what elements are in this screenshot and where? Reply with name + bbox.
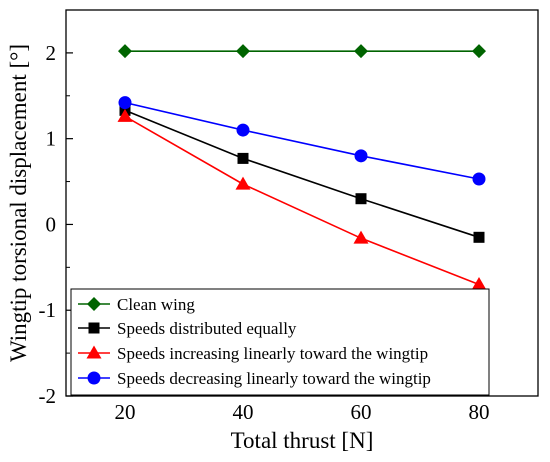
legend-label: Speeds increasing linearly toward the wi…: [117, 344, 428, 363]
legend: Clean wing Speeds distributed equally Spee…: [70, 288, 490, 396]
x-tick-label: 80: [469, 400, 490, 424]
x-tick-label: 60: [351, 400, 372, 424]
legend-marker: [87, 371, 101, 385]
y-axis-title: Wingtip torsional displacement [°]: [6, 44, 31, 362]
legend-entry: Speeds distributed equally: [78, 319, 297, 338]
data-point: [472, 172, 486, 186]
series-line: [124, 115, 480, 286]
legend-marker: [86, 345, 102, 359]
legend-entry: Speeds decreasing linearly toward the wi…: [78, 369, 431, 388]
y-tick-label: 1: [46, 127, 57, 151]
legend-marker: [88, 322, 100, 334]
x-tick-label: 20: [115, 400, 136, 424]
data-point: [118, 96, 132, 110]
series-line: [124, 109, 480, 239]
series-3: [118, 96, 486, 186]
legend-frame: [70, 288, 490, 396]
data-point: [354, 44, 368, 59]
y-tick-label: 2: [46, 41, 57, 65]
legend-entry: Clean wing: [78, 295, 195, 314]
series-layer: [117, 44, 487, 290]
y-tick-label: -2: [39, 384, 57, 408]
data-point: [236, 44, 250, 59]
y-tick-label: 0: [46, 212, 57, 236]
data-point: [471, 276, 487, 290]
series-2: [117, 108, 487, 290]
legend-label: Speeds distributed equally: [117, 319, 297, 338]
x-tick-label: 40: [233, 400, 254, 424]
legend-entry: Speeds increasing linearly toward the wi…: [78, 344, 428, 363]
legend-label: Speeds decreasing linearly toward the wi…: [117, 369, 431, 388]
data-point: [355, 193, 367, 205]
legend-label: Clean wing: [117, 295, 195, 314]
legend-marker: [87, 297, 101, 311]
series-1: [119, 104, 485, 243]
data-point: [117, 108, 133, 122]
data-point: [235, 176, 251, 190]
x-axis-title: Total thrust [N]: [231, 428, 374, 453]
y-tick-label: -1: [39, 298, 57, 322]
data-point: [236, 123, 250, 137]
series-line: [124, 101, 480, 180]
data-point: [237, 152, 249, 164]
data-point: [354, 149, 368, 163]
data-point: [472, 44, 486, 59]
series-0: [118, 44, 486, 59]
data-point: [353, 230, 369, 244]
data-point: [473, 231, 485, 243]
data-point: [118, 44, 132, 59]
